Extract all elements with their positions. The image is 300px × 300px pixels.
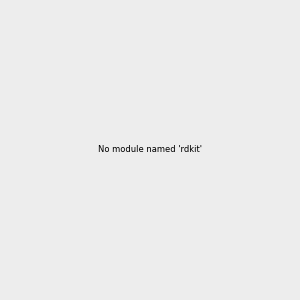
Text: No module named 'rdkit': No module named 'rdkit' bbox=[98, 146, 202, 154]
